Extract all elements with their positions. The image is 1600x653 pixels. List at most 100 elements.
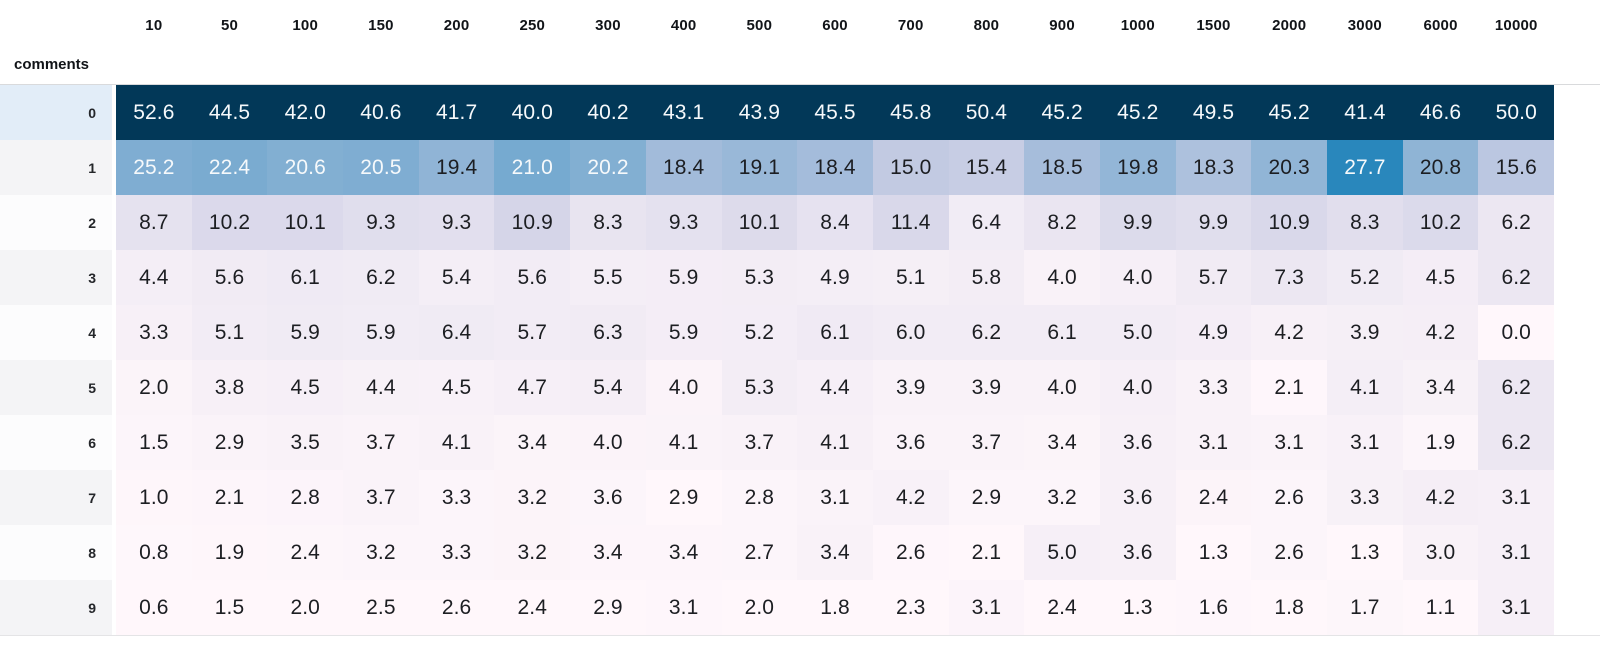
heatmap-cell: 3.4 <box>494 415 571 470</box>
heatmap-cell: 2.0 <box>721 580 798 635</box>
heatmap-cell: 1.3 <box>1099 580 1176 635</box>
heatmap-cell: 3.1 <box>1478 580 1555 635</box>
heatmap-cell: 8.4 <box>797 195 873 250</box>
heatmap-cell: 45.8 <box>872 85 949 140</box>
heatmap-cell: 1.1 <box>1402 580 1479 635</box>
heatmap-cell: 5.5 <box>570 250 646 305</box>
heatmap-cell: 3.2 <box>494 525 571 580</box>
heatmap-cell: 2.1 <box>191 470 268 525</box>
heatmap-cell: 3.4 <box>1024 415 1100 470</box>
heatmap-cell: 2.6 <box>418 580 495 635</box>
heatmap-cell: 5.7 <box>1175 250 1252 305</box>
heatmap-cell: 50.0 <box>1478 85 1555 140</box>
heatmap-cell: 8.3 <box>1327 195 1403 250</box>
heatmap-cell: 2.0 <box>116 360 192 415</box>
column-header: 1000 <box>1120 16 1155 34</box>
heatmap-cell: 6.2 <box>1478 195 1555 250</box>
heatmap-cell: 15.6 <box>1478 140 1555 195</box>
heatmap-cell: 3.6 <box>1099 525 1176 580</box>
column-header: 100 <box>292 16 319 34</box>
column-header: 10000 <box>1494 16 1538 34</box>
table-row: 6 1.5 2.9 3.5 3.7 4.1 3.4 4.0 4.1 3.7 4.1 3.6 3.7 3.4… <box>0 415 1600 470</box>
heatmap-cell: 5.0 <box>1024 525 1100 580</box>
heatmap-cell: 6.1 <box>797 305 873 360</box>
heatmap-cell: 0.6 <box>116 580 192 635</box>
heatmap-cell: 1.9 <box>1402 415 1479 470</box>
heatmap-cell: 41.7 <box>418 85 495 140</box>
table-row: 4 3.3 5.1 5.9 5.9 6.4 5.7 6.3 5.9 5.2 6.1 6.0 6.2 6.1… <box>0 305 1600 360</box>
heatmap-cell: 3.1 <box>1175 415 1252 470</box>
column-header: 50 <box>220 16 239 34</box>
heatmap-cell: 3.4 <box>645 525 722 580</box>
heatmap-cell: 5.6 <box>494 250 571 305</box>
heatmap-cell: 45.5 <box>797 85 873 140</box>
heatmap-cell: 4.5 <box>1402 250 1479 305</box>
heatmap-cell: 8.7 <box>116 195 192 250</box>
row-label: 6 <box>0 415 116 470</box>
heatmap-cell: 3.1 <box>797 470 873 525</box>
column-header: 200 <box>443 16 470 34</box>
heatmap-cell: 3.2 <box>343 525 419 580</box>
heatmap-cell: 2.9 <box>645 470 722 525</box>
heatmap-cell: 18.5 <box>1024 140 1100 195</box>
heatmap-cell: 4.1 <box>1327 360 1403 415</box>
column-header: 600 <box>822 16 848 34</box>
heatmap-cell: 49.5 <box>1175 85 1252 140</box>
heatmap-cell: 3.3 <box>418 525 495 580</box>
heatmap-cell: 10.1 <box>721 195 798 250</box>
heatmap-cell: 15.4 <box>948 140 1025 195</box>
heatmap-cell: 21.0 <box>494 140 571 195</box>
heatmap-cell: 6.1 <box>1024 305 1100 360</box>
heatmap-cell: 5.3 <box>721 250 798 305</box>
heatmap-cell: 5.2 <box>1327 250 1403 305</box>
heatmap-body: 0 52.6 44.5 42.0 40.6 41.7 40.0 40.2 43.1 43.9 45.… <box>0 84 1600 636</box>
column-header: 10 <box>145 16 163 34</box>
heatmap-cell: 4.0 <box>570 415 646 470</box>
heatmap-cell: 10.1 <box>267 195 344 250</box>
heatmap-cell: 3.0 <box>1402 525 1479 580</box>
heatmap-cell: 10.9 <box>1251 195 1327 250</box>
heatmap-cell: 7.3 <box>1251 250 1327 305</box>
heatmap-cell: 0.8 <box>116 525 192 580</box>
heatmap-cell: 2.1 <box>948 525 1025 580</box>
heatmap-cell: 18.4 <box>645 140 722 195</box>
heatmap-cell: 4.0 <box>1024 360 1100 415</box>
heatmap-cell: 6.1 <box>267 250 344 305</box>
table-row: 7 1.0 2.1 2.8 3.7 3.3 3.2 3.6 2.9 2.8 3.1 4.2 2.9 3.2… <box>0 470 1600 525</box>
row-label: 3 <box>0 250 116 305</box>
column-header: 150 <box>368 16 394 34</box>
heatmap-cell: 3.8 <box>191 360 268 415</box>
heatmap-cell: 10.9 <box>494 195 571 250</box>
heatmap-cell: 4.1 <box>645 415 722 470</box>
heatmap-cell: 11.4 <box>872 195 949 250</box>
heatmap-cell: 3.4 <box>1402 360 1479 415</box>
heatmap-cell: 4.2 <box>1402 470 1479 525</box>
table-row: 0 52.6 44.5 42.0 40.6 41.7 40.0 40.2 43.1 43.9 45.… <box>0 85 1600 140</box>
heatmap-cell: 4.9 <box>797 250 873 305</box>
column-header: 900 <box>1049 16 1075 34</box>
index-axis-label: comments <box>14 55 90 73</box>
column-header: 3000 <box>1347 16 1382 34</box>
heatmap-cell: 2.1 <box>1251 360 1327 415</box>
heatmap-cell: 1.8 <box>1251 580 1327 635</box>
heatmap-cell: 2.7 <box>721 525 798 580</box>
table-row: 8 0.8 1.9 2.4 3.2 3.3 3.2 3.4 3.4 2.7 3.4 2.6 2.1 5.0… <box>0 525 1600 580</box>
heatmap-cell: 1.9 <box>191 525 268 580</box>
heatmap-cell: 1.5 <box>191 580 268 635</box>
table-row: 2 8.7 10.2 10.1 9.3 9.3 10.9 8.3 9.3 10.1 8.4 11.4 6… <box>0 195 1600 250</box>
heatmap-cell: 5.2 <box>721 305 798 360</box>
heatmap-cell: 10.2 <box>1402 195 1479 250</box>
heatmap-cell: 5.3 <box>721 360 798 415</box>
heatmap-cell: 2.8 <box>721 470 798 525</box>
heatmap-cell: 3.1 <box>1478 525 1555 580</box>
heatmap-cell: 40.6 <box>343 85 419 140</box>
heatmap-cell: 2.6 <box>872 525 949 580</box>
heatmap-cell: 2.9 <box>948 470 1025 525</box>
heatmap-cell: 20.5 <box>343 140 419 195</box>
heatmap-cell: 2.6 <box>1251 525 1327 580</box>
heatmap-cell: 4.1 <box>418 415 495 470</box>
row-label: 7 <box>0 470 116 525</box>
heatmap-cell: 2.4 <box>494 580 571 635</box>
heatmap-cell: 4.4 <box>116 250 192 305</box>
